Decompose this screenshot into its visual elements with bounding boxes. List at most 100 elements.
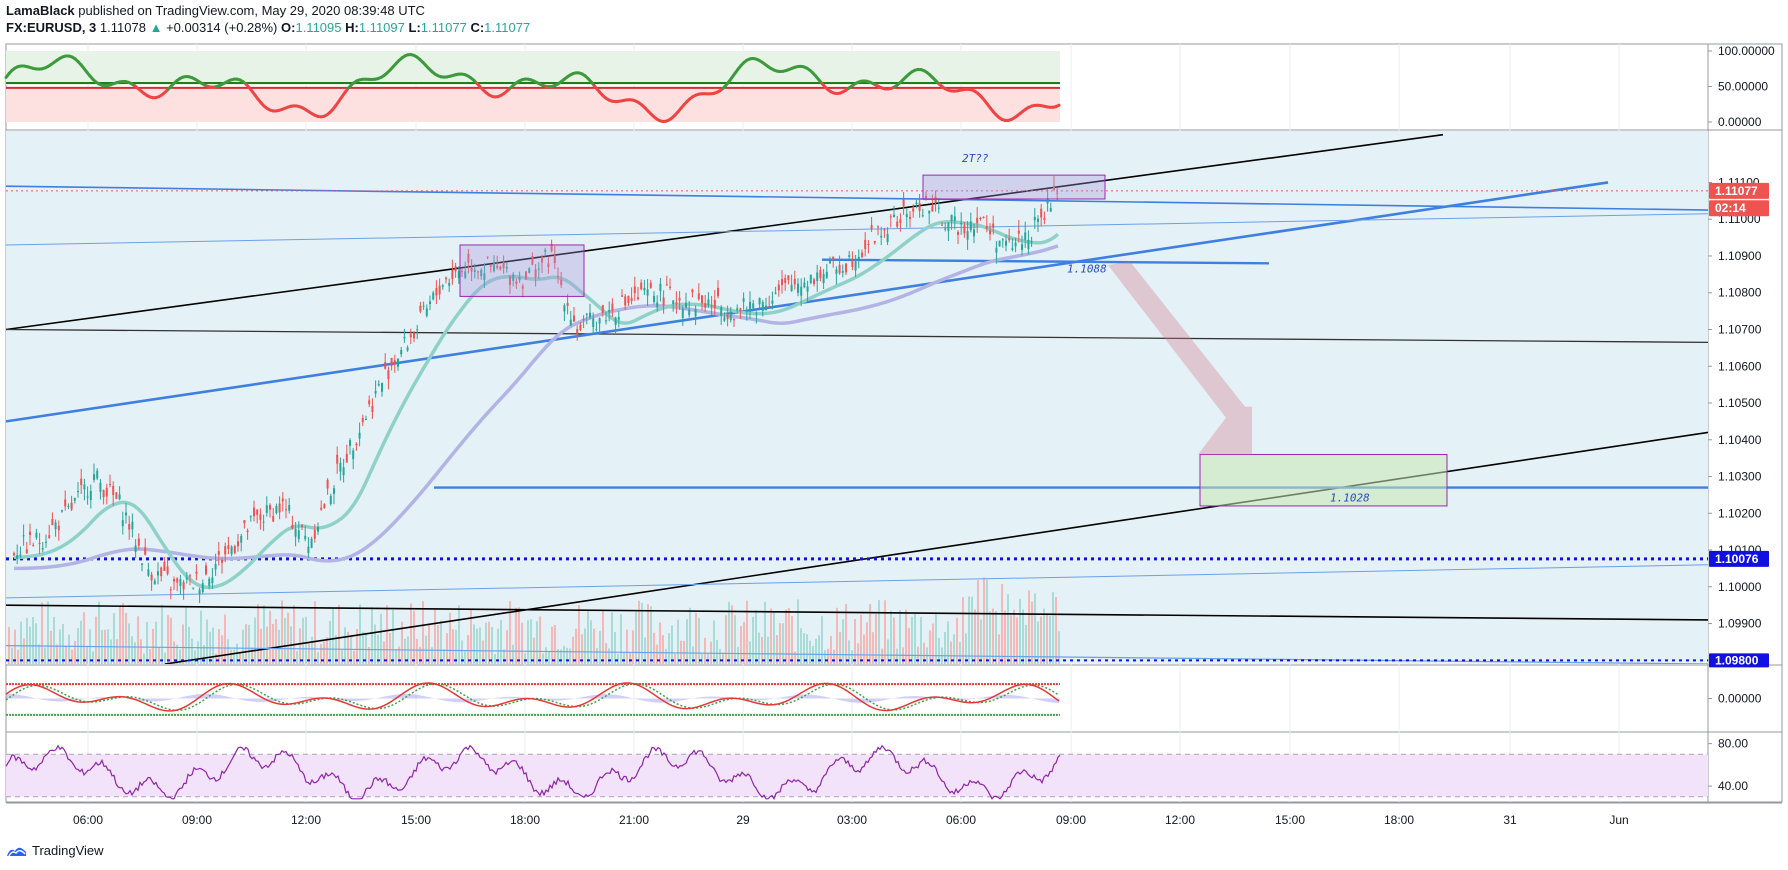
stochastic-pane[interactable] [5,682,1060,716]
volume-bar [284,618,286,664]
time-axis[interactable]: 06:00 09:00 12:00 15:00 18:00 21:00 29 03:00 06:… [73,813,1629,827]
candle-body [819,270,822,279]
candle-body [377,383,380,386]
volume-bar [629,653,631,664]
candle-body [861,252,863,258]
volume-bar [1004,610,1006,664]
volume-bar [572,636,574,664]
volume-bar [677,619,679,664]
candle-body [70,502,73,510]
range-box-left [459,244,585,297]
volume-bar [440,620,442,664]
volume-bar [659,622,661,664]
price-tag-text: 1.10076 [1715,552,1759,566]
volume-bar [464,651,466,664]
candle-body [733,319,735,321]
volume-bar [329,621,331,664]
candle-body [742,298,745,302]
candle-body [694,308,697,317]
open-label: O: [281,20,296,35]
rsi-line [5,744,1061,801]
tradingview-logo-icon [7,847,26,856]
volume-bar [731,605,733,664]
volume-bar [479,627,481,664]
volume-bar [20,621,22,664]
volume-bar [719,648,721,664]
volume-bar [143,653,145,664]
candle-body [1005,240,1007,246]
author-name[interactable]: LamaBlack [6,3,75,18]
candle-body [256,509,259,515]
volume-bar [800,628,802,664]
volume-bar [95,616,97,664]
rsi-pane[interactable] [5,744,1708,801]
candle-body [1037,218,1039,222]
price-axis[interactable]: 1.111001.110001.109001.108001.107001.106… [1708,44,1775,793]
time-tick-label: 15:00 [401,813,431,827]
candle-body [22,535,25,537]
volume-bar [815,638,817,664]
volume-bar [857,643,859,664]
candle-body [64,499,67,507]
volume-bar [86,646,88,664]
volume-bar [1016,617,1018,664]
candle-body [371,405,374,412]
volume-bar [758,632,760,664]
candle-body [189,575,191,577]
candle-body [448,282,451,286]
volume-bar [632,630,634,664]
level-1088-annotation: 1.1088 [1067,263,1107,276]
oscillator-pane[interactable] [4,51,1061,124]
volume-bar [1028,590,1030,664]
volume-bar [605,642,607,664]
candle-body [400,349,403,355]
volume-bar [506,630,508,664]
volume-bar [638,600,640,664]
time-tick-label: 12:00 [1165,813,1195,827]
candle-body [653,295,655,303]
candle-body [790,284,793,292]
tradingview-brand[interactable]: TradingView [6,843,104,858]
volume-bar [746,600,748,664]
candle-body [662,297,665,306]
candle-body [963,225,966,234]
candle-body [310,538,313,548]
candle-body [32,545,35,547]
candle-body [893,214,895,217]
candle-body [294,528,297,537]
candle-body [243,520,246,524]
candle-body [352,450,355,460]
volume-bar [332,608,334,664]
volume-bar [98,601,100,664]
volume-bar [215,653,217,664]
oversold-zone [6,87,1060,122]
rsi-tick-label: 40.00 [1718,779,1748,793]
volume-bar [416,638,418,664]
volume-bar [44,647,46,664]
candle-body [144,547,147,555]
candle-body [621,295,623,297]
volume-bar [773,612,775,664]
volume-bar [563,645,565,664]
symbol-name[interactable]: FX:EURUSD, 3 [6,20,97,35]
volume-bar [626,629,628,664]
volume-bar [512,644,514,664]
time-tick-label: 31 [1503,813,1517,827]
candle-body [237,541,239,547]
candle-body [685,303,687,308]
volume-bar [152,628,154,664]
candle-body [720,307,723,316]
candle-body [611,303,614,311]
candle-body [665,284,668,286]
time-tick-label: 09:00 [1056,813,1086,827]
rising-blue-trendline [6,181,1609,423]
candle-body [787,275,790,281]
volume-bar [269,610,271,664]
volume-bar [53,617,55,664]
volume-bar [23,638,25,664]
volume-bar [686,619,688,664]
candle-body [374,390,377,394]
price-pane[interactable]: 2T?? 1.1088 1.1028 [6,131,1708,664]
volume-bar [458,605,460,664]
